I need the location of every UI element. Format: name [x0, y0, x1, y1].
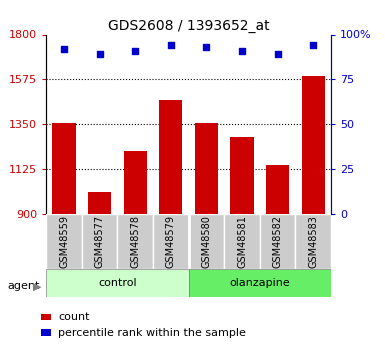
- Point: [168, 42, 174, 48]
- Text: GSM48577: GSM48577: [95, 215, 105, 268]
- Bar: [159, 100, 182, 214]
- Text: GSM48581: GSM48581: [237, 215, 247, 268]
- Text: GSM48578: GSM48578: [130, 215, 140, 268]
- FancyBboxPatch shape: [260, 214, 296, 269]
- Text: GSM48580: GSM48580: [201, 215, 211, 268]
- Point: [310, 42, 316, 48]
- Bar: [195, 123, 218, 214]
- Bar: [124, 151, 147, 214]
- Bar: [302, 76, 325, 214]
- Title: GDS2608 / 1393652_at: GDS2608 / 1393652_at: [108, 19, 270, 33]
- FancyBboxPatch shape: [189, 214, 224, 269]
- Text: control: control: [98, 278, 137, 288]
- Point: [275, 51, 281, 57]
- FancyBboxPatch shape: [117, 214, 153, 269]
- Point: [132, 48, 138, 53]
- FancyBboxPatch shape: [224, 214, 260, 269]
- Text: olanzapine: olanzapine: [229, 278, 290, 288]
- FancyBboxPatch shape: [46, 269, 189, 297]
- Text: percentile rank within the sample: percentile rank within the sample: [58, 328, 246, 338]
- FancyBboxPatch shape: [296, 214, 331, 269]
- Bar: [266, 165, 289, 214]
- Bar: [41, 329, 51, 336]
- Text: agent: agent: [8, 282, 40, 291]
- FancyBboxPatch shape: [46, 214, 82, 269]
- Bar: [41, 314, 51, 320]
- Text: GSM48582: GSM48582: [273, 215, 283, 268]
- Text: count: count: [58, 312, 89, 322]
- Point: [203, 44, 209, 50]
- Text: GSM48583: GSM48583: [308, 215, 318, 268]
- FancyBboxPatch shape: [189, 269, 331, 297]
- Bar: [52, 123, 75, 214]
- Bar: [231, 137, 254, 214]
- Text: GSM48579: GSM48579: [166, 215, 176, 268]
- FancyBboxPatch shape: [82, 214, 117, 269]
- Point: [61, 46, 67, 52]
- Text: GSM48559: GSM48559: [59, 215, 69, 268]
- FancyBboxPatch shape: [153, 214, 189, 269]
- Bar: [88, 192, 111, 214]
- Point: [97, 51, 103, 57]
- Point: [239, 48, 245, 53]
- Text: ▶: ▶: [33, 282, 41, 291]
